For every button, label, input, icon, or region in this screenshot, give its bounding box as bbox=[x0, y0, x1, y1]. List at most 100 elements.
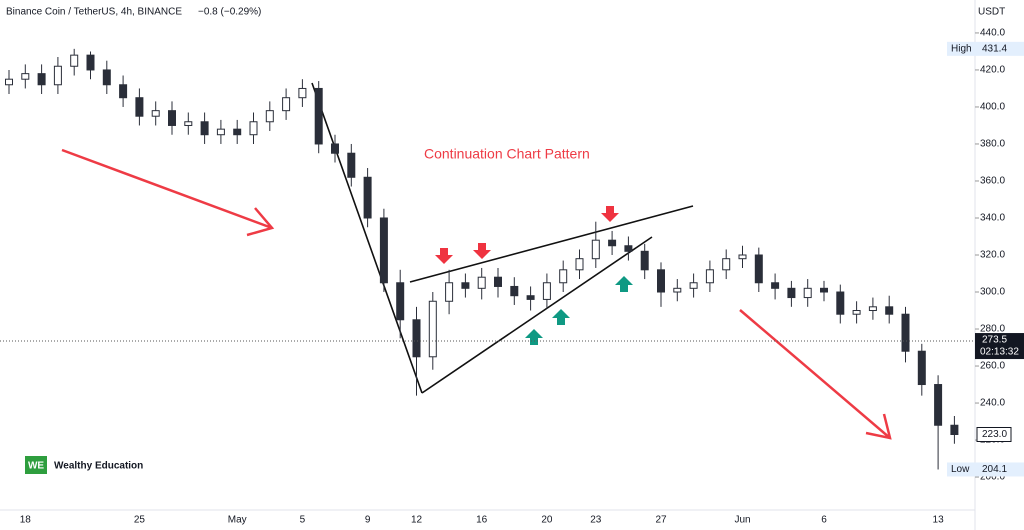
candle-body bbox=[184, 121, 193, 126]
x-tick-label: Jun bbox=[734, 515, 750, 526]
y-tick-label: 400.0 bbox=[980, 102, 1005, 113]
trend-line bbox=[421, 236, 653, 394]
x-tick-label: May bbox=[228, 515, 247, 526]
candle-body bbox=[575, 258, 584, 271]
candle-body bbox=[282, 97, 291, 112]
x-tick-label: 9 bbox=[365, 515, 371, 526]
candle-body bbox=[428, 300, 437, 358]
candle-body bbox=[70, 54, 79, 67]
marker-label: High bbox=[951, 43, 972, 54]
x-tick-label: 13 bbox=[933, 515, 945, 526]
trend-line bbox=[409, 205, 694, 283]
candle-body bbox=[412, 319, 421, 358]
candle-body bbox=[233, 128, 242, 136]
y-tick-label: 440.0 bbox=[980, 28, 1005, 39]
candle-body bbox=[379, 217, 388, 284]
y-tick-label: 420.0 bbox=[980, 65, 1005, 76]
candle-body bbox=[216, 128, 225, 136]
candle-body bbox=[135, 97, 144, 117]
price-tag bbox=[975, 333, 1024, 360]
candle-body bbox=[934, 384, 943, 426]
y-tick-label: 200.0 bbox=[980, 472, 1005, 483]
x-tick-label: 16 bbox=[476, 515, 488, 526]
candle-body bbox=[265, 110, 274, 123]
candle-body bbox=[868, 306, 877, 312]
currency: USDT bbox=[978, 7, 1005, 18]
candle-body bbox=[559, 269, 568, 284]
candle-body bbox=[396, 282, 405, 321]
candle-body bbox=[640, 250, 649, 271]
logo-text: WE bbox=[28, 461, 44, 472]
candle-body bbox=[53, 65, 62, 86]
marker-box bbox=[947, 41, 1024, 56]
x-tick-label: 27 bbox=[655, 515, 667, 526]
candle-body bbox=[151, 110, 160, 117]
candle-body bbox=[771, 282, 780, 289]
y-tick-label: 260.0 bbox=[980, 361, 1005, 372]
candle-body bbox=[624, 245, 633, 252]
candle-body bbox=[901, 313, 910, 352]
candle-body bbox=[820, 287, 828, 293]
close-label: 223.0 bbox=[982, 429, 1007, 440]
y-tick-label: 360.0 bbox=[980, 176, 1005, 187]
x-tick-label: 5 bbox=[300, 515, 306, 526]
candle-body bbox=[363, 176, 372, 219]
candle-body bbox=[347, 152, 356, 178]
logo bbox=[25, 456, 47, 474]
y-tick-label: 340.0 bbox=[980, 213, 1005, 224]
candle-body bbox=[950, 424, 959, 435]
candle-body bbox=[803, 287, 812, 299]
price-label: 273.5 bbox=[982, 335, 1007, 346]
candle-body bbox=[298, 87, 307, 99]
arrow bbox=[61, 148, 275, 237]
arrow-down bbox=[601, 206, 619, 222]
up-arrows bbox=[525, 276, 633, 345]
x-tick-label: 20 bbox=[541, 515, 553, 526]
candle-body bbox=[494, 276, 502, 287]
candle-body bbox=[608, 239, 617, 247]
candle-body bbox=[738, 254, 747, 260]
candle-body bbox=[249, 121, 258, 136]
candle-body bbox=[21, 73, 30, 80]
close-tag bbox=[976, 426, 1012, 442]
pattern-lines bbox=[311, 82, 694, 394]
watermark: Wealthy Education bbox=[54, 461, 143, 472]
arrow-down bbox=[435, 248, 453, 264]
candle-body bbox=[852, 310, 861, 315]
marker-value: 204.1 bbox=[982, 464, 1007, 475]
candle-body bbox=[657, 269, 665, 293]
y-tick-label: 240.0 bbox=[980, 398, 1005, 409]
candle-body bbox=[526, 295, 535, 300]
candle-body bbox=[787, 287, 796, 299]
candle-body bbox=[86, 54, 95, 71]
chart-title: Binance Coin / TetherUS, 4h, BINANCE bbox=[6, 7, 182, 18]
candle-body bbox=[591, 239, 600, 260]
candle-body bbox=[510, 285, 519, 297]
candle-body bbox=[461, 282, 470, 289]
x-tick-label: 6 bbox=[821, 515, 827, 526]
candle-body bbox=[542, 282, 551, 300]
candle-body bbox=[331, 143, 339, 154]
marker-value: 431.4 bbox=[982, 43, 1007, 54]
arrow-up bbox=[615, 276, 633, 292]
candle-body bbox=[836, 291, 845, 315]
y-tick-label: 300.0 bbox=[980, 287, 1005, 298]
candle-body bbox=[917, 350, 926, 386]
marker-box bbox=[947, 462, 1024, 477]
arrow-down bbox=[473, 243, 491, 259]
candle-body bbox=[722, 258, 731, 271]
trend-line bbox=[311, 82, 423, 394]
candle-body bbox=[689, 282, 698, 289]
candle-body bbox=[200, 121, 209, 136]
y-tick-label: 280.0 bbox=[980, 324, 1005, 335]
x-tick-label: 12 bbox=[411, 515, 423, 526]
y-tick-label: 380.0 bbox=[980, 139, 1005, 150]
candle-body bbox=[673, 287, 682, 293]
candle-body bbox=[705, 269, 714, 284]
change: −0.8 (−0.29%) bbox=[198, 7, 261, 18]
candle-body bbox=[314, 87, 323, 145]
arrow-up bbox=[525, 329, 543, 345]
arrow bbox=[739, 309, 892, 440]
